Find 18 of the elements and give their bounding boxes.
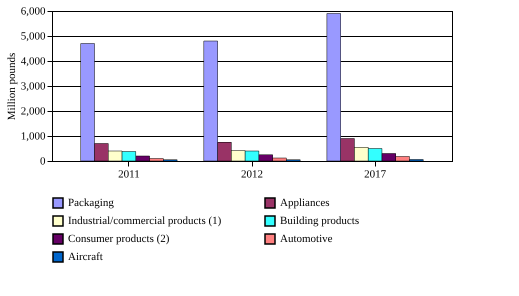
legend-label: Aircraft xyxy=(68,251,103,263)
y-tick-label: 4,000 xyxy=(20,56,46,68)
x-tick-label: 2011 xyxy=(118,168,140,180)
y-tick-label: 0 xyxy=(40,156,46,168)
legend-label: Packaging xyxy=(68,197,114,209)
legend-label: Building products xyxy=(280,215,360,227)
y-tick-label: 3,000 xyxy=(20,80,46,92)
y-tick-label: 5,000 xyxy=(20,30,46,42)
x-tick-label: 2012 xyxy=(241,168,263,180)
y-tick-label: 2,000 xyxy=(20,106,46,118)
legend-label: Appliances xyxy=(280,197,330,209)
x-tick-label: 2017 xyxy=(364,168,387,180)
legend-label: Industrial/commercial products (1) xyxy=(68,215,222,227)
y-tick-label: 1,000 xyxy=(20,130,46,142)
y-tick-label: 6,000 xyxy=(20,6,46,18)
legend-label: Consumer products (2) xyxy=(68,233,170,245)
legend-label: Automotive xyxy=(280,233,333,245)
y-axis-title: Million pounds xyxy=(6,52,18,120)
